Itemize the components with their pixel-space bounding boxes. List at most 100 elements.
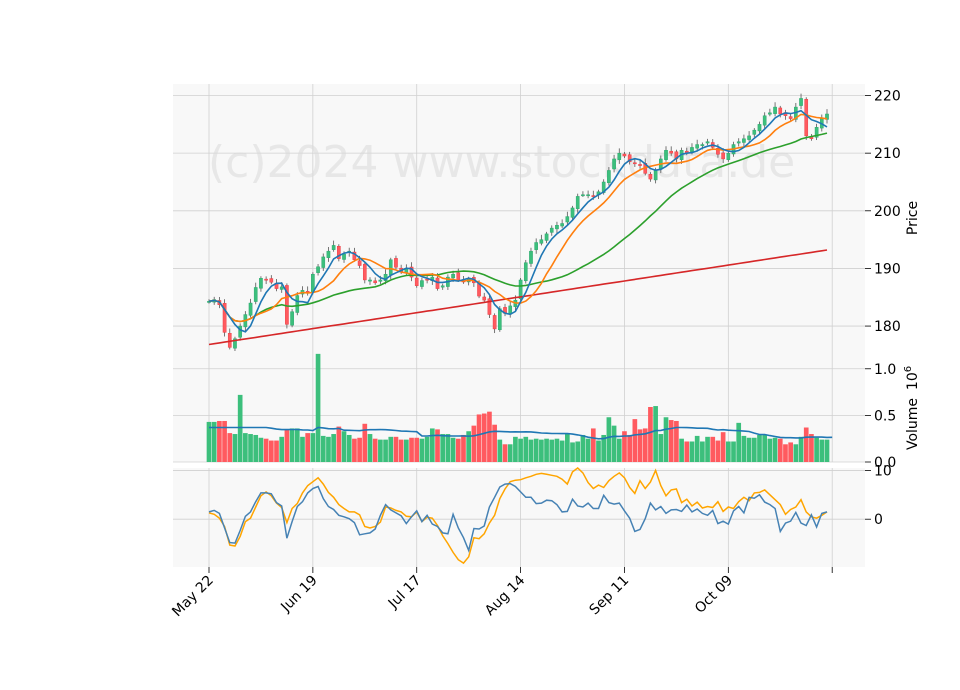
volume-bar (767, 438, 773, 462)
price-tick-label: 180 (874, 319, 901, 335)
candle-body (394, 258, 398, 268)
volume-bar (268, 440, 274, 462)
volume-bar (455, 438, 461, 462)
candle-body (700, 144, 705, 146)
volume-bar (824, 439, 830, 462)
volume-bar (419, 438, 425, 462)
price-tick-label: 190 (874, 261, 901, 277)
volume-bar (819, 439, 825, 462)
volume-bar (814, 437, 819, 462)
candle-body (747, 135, 751, 140)
candle-body (435, 277, 440, 289)
ma-short-line (208, 109, 828, 333)
volume-bar (648, 407, 653, 462)
candle-body (607, 170, 611, 184)
candle-body (648, 173, 653, 180)
candle-body (362, 263, 367, 281)
x-tick-label: Sep 11 (587, 573, 633, 619)
volume-bar (367, 434, 373, 462)
x-tick-label: May 22 (169, 573, 217, 621)
volume-bar (642, 428, 648, 462)
candle-body (638, 164, 642, 166)
candle-body (669, 150, 674, 154)
volume-bar (637, 429, 643, 462)
candle-body (721, 152, 725, 160)
candle-body (321, 256, 326, 268)
volume-bar (715, 440, 721, 462)
candle-body (295, 295, 300, 313)
volume-bar (809, 434, 814, 462)
candle-body (523, 262, 528, 282)
volume-bar (793, 444, 799, 462)
volume-bar (409, 437, 414, 462)
volume-bar (596, 440, 601, 462)
volume-bar (232, 434, 238, 462)
price-tick-label: 210 (874, 146, 901, 162)
candle-body (388, 259, 393, 276)
volume-tick-label: 0.0 (874, 455, 896, 471)
candle-body (487, 298, 492, 315)
volume-bar (289, 428, 295, 462)
candle-body (695, 144, 699, 149)
candle-body (409, 266, 414, 278)
candle-body (742, 138, 746, 143)
volume-bar (663, 417, 669, 462)
ma-long-line (208, 132, 828, 323)
volume-bar (284, 429, 290, 462)
candle-body (773, 106, 777, 114)
volume-bar (243, 433, 248, 462)
candle-body (736, 141, 741, 144)
volume-bar (570, 442, 575, 462)
volume-series (206, 353, 833, 462)
volume-bar (398, 439, 404, 462)
volume-bar (222, 420, 227, 462)
candle-body (238, 325, 242, 338)
candle-body (653, 170, 658, 181)
volume-bar (705, 436, 710, 462)
volume-bar (528, 439, 534, 462)
volume-bar (736, 422, 742, 462)
candle-body (716, 148, 720, 155)
volume-bar (549, 439, 555, 462)
volume-bar (627, 434, 632, 462)
volume-bar (320, 435, 326, 462)
volume-bar (502, 444, 508, 462)
candle-body (762, 115, 767, 126)
volume-bar (206, 421, 212, 462)
volume-bar (575, 441, 581, 462)
price-tick-label: 220 (874, 89, 901, 105)
volume-bar (689, 441, 695, 462)
volume-bar (788, 442, 793, 462)
candle-body (627, 154, 632, 163)
volume-bar (616, 438, 622, 462)
volume-bar (622, 431, 627, 462)
osc-signal-line (208, 467, 828, 565)
volume-bar (658, 434, 664, 462)
volume-bar (762, 434, 768, 462)
candle-body (778, 107, 783, 115)
candle-body (451, 273, 455, 279)
candle-body (570, 207, 575, 218)
volume-bar (326, 436, 331, 462)
volume-bar (803, 427, 809, 462)
volume-bar (684, 441, 690, 462)
volume-bar (388, 436, 394, 462)
candle-body (529, 250, 533, 264)
candle-body (342, 253, 346, 260)
osc-main-line (208, 482, 828, 553)
oscillator-series (208, 467, 828, 565)
volume-bar (435, 429, 440, 462)
volume-bar (258, 437, 264, 462)
volume-bar (331, 434, 336, 462)
volume-bar (414, 437, 420, 462)
volume-bar (751, 437, 757, 462)
volume-bar (694, 435, 700, 462)
volume-bar (263, 438, 269, 462)
volume-bar (211, 421, 217, 462)
volume-bar (731, 441, 736, 462)
volume-bar (539, 439, 544, 462)
volume-bar (227, 433, 233, 462)
candle-body (752, 129, 757, 135)
volume-bar (564, 433, 570, 462)
